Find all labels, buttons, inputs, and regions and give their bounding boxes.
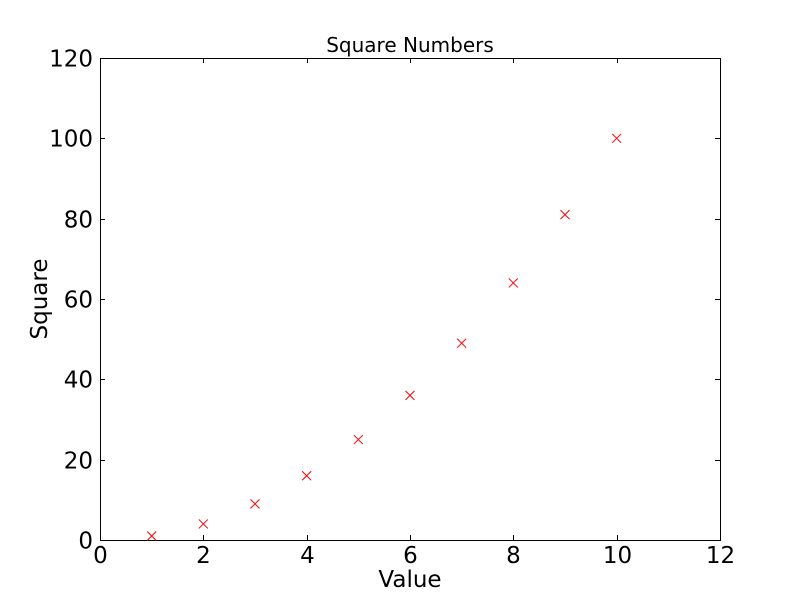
data-point-marker [353,434,364,445]
y-tick-label: 80 [64,208,93,234]
data-point-marker [456,338,467,349]
y-tick-label: 120 [49,47,93,73]
data-point-marker [611,133,622,144]
y-tick-label: 40 [64,368,93,394]
data-point-marker [250,498,260,509]
axis-ticks [100,58,721,541]
x-tick-label: 0 [93,543,108,569]
x-tick-label: 4 [300,543,315,569]
axes-box [100,58,721,541]
data-point-marker [146,531,157,541]
x-tick-label: 2 [196,543,211,569]
y-tick-label: 20 [64,449,93,475]
y-tick-label: 0 [78,529,93,555]
x-tick-label: 12 [706,543,735,569]
x-tick-label: 8 [506,543,521,569]
y-tick-label: 60 [64,288,93,314]
y-tick-label: 100 [49,127,93,153]
x-axis-label: Value [378,567,441,593]
data-point-marker [560,209,570,220]
chart-title: Square Numbers [326,33,494,57]
plot-border [100,58,721,541]
y-axis-label: Square [27,259,53,340]
data-point-marker [301,470,312,481]
data-point-marker [405,390,415,401]
data-point-marker [198,519,209,529]
x-tick-label: 10 [603,543,632,569]
x-tick-label: 6 [403,543,418,569]
data-point-marker [508,278,519,288]
data-points [146,133,622,541]
